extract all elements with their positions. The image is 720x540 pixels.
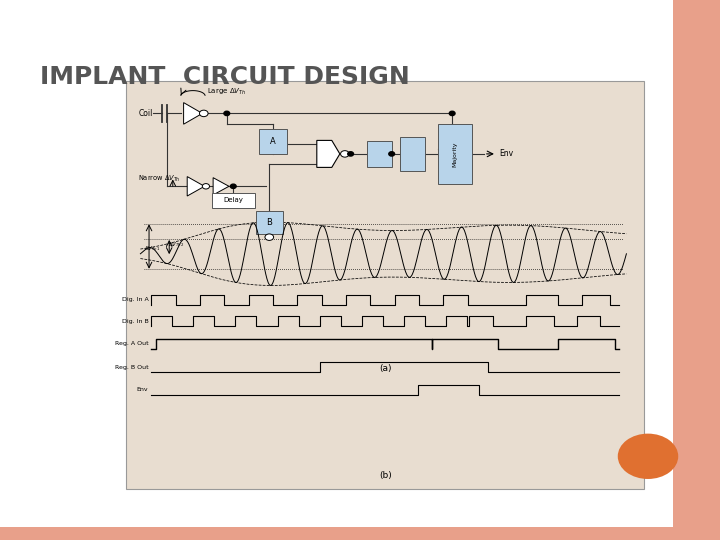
Text: Env: Env — [500, 150, 514, 158]
Text: (b): (b) — [379, 471, 392, 480]
FancyBboxPatch shape — [438, 124, 472, 184]
Text: Large $\Delta V_{Th}$: Large $\Delta V_{Th}$ — [207, 87, 246, 97]
Text: Majority: Majority — [453, 141, 457, 167]
Text: Delay: Delay — [223, 197, 243, 204]
Polygon shape — [187, 177, 204, 196]
Circle shape — [199, 110, 208, 117]
Text: Narrow $\Delta V_{Th}$: Narrow $\Delta V_{Th}$ — [138, 173, 181, 184]
Text: $\Delta V_{Tn1}$: $\Delta V_{Tn1}$ — [144, 244, 161, 253]
FancyBboxPatch shape — [0, 526, 720, 540]
Text: Dig. In A: Dig. In A — [122, 297, 148, 302]
Polygon shape — [317, 140, 340, 167]
FancyBboxPatch shape — [673, 0, 720, 540]
Circle shape — [348, 152, 354, 156]
Circle shape — [230, 184, 236, 188]
Text: Env: Env — [137, 387, 148, 393]
Text: Reg. A Out: Reg. A Out — [114, 341, 148, 347]
Circle shape — [618, 434, 678, 479]
Text: Coil: Coil — [138, 109, 153, 118]
FancyBboxPatch shape — [400, 137, 425, 171]
FancyBboxPatch shape — [259, 129, 287, 154]
Text: IMPLANT  CIRCUIT DESIGN: IMPLANT CIRCUIT DESIGN — [40, 65, 410, 89]
Text: A: A — [270, 137, 276, 146]
FancyBboxPatch shape — [126, 81, 644, 489]
Text: (a): (a) — [379, 364, 392, 373]
Text: $\Delta V_{Th2}$: $\Delta V_{Th2}$ — [168, 240, 184, 248]
Text: B: B — [266, 218, 272, 227]
Polygon shape — [184, 103, 202, 124]
Circle shape — [449, 111, 455, 116]
Circle shape — [389, 152, 395, 156]
Text: Reg. B Out: Reg. B Out — [114, 364, 148, 370]
Circle shape — [341, 151, 349, 157]
Circle shape — [224, 111, 230, 116]
Polygon shape — [213, 178, 229, 195]
Circle shape — [202, 184, 210, 189]
Text: Dig. In B: Dig. In B — [122, 319, 148, 324]
Circle shape — [265, 234, 274, 240]
FancyBboxPatch shape — [212, 193, 255, 208]
FancyBboxPatch shape — [367, 141, 392, 167]
FancyBboxPatch shape — [256, 211, 283, 234]
